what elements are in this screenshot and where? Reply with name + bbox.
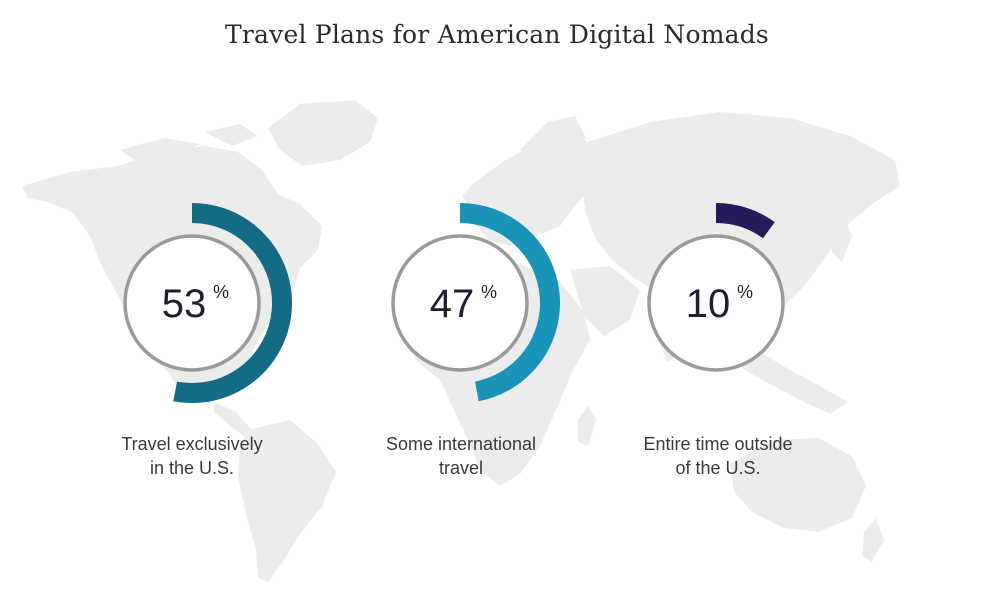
caption-us-only: Travel exclusively in the U.S. — [77, 432, 307, 480]
progress-arc — [173, 203, 292, 403]
value-label: 47 — [430, 282, 475, 326]
progress-arc — [459, 203, 560, 402]
percent-unit: % — [213, 282, 229, 302]
caption-line-2: travel — [438, 458, 483, 478]
value-label: 10 — [686, 282, 731, 326]
value-label: 53 — [162, 282, 207, 326]
caption-line-2: in the U.S. — [149, 458, 235, 478]
caption-some-international: Some international travel — [346, 432, 576, 480]
caption-line-1: Travel exclusively — [121, 434, 263, 454]
gauge-group: 53% 47% 10% — [123, 203, 785, 403]
progress-arc — [715, 203, 775, 239]
caption-line-1: Entire time outside — [643, 434, 793, 454]
percent-unit: % — [481, 282, 497, 302]
caption-line-2: of the U.S. — [675, 458, 761, 478]
gauge-inner-circle — [647, 234, 785, 372]
chart-title: Travel Plans for American Digital Nomads — [225, 20, 769, 49]
caption-line-1: Some international — [385, 434, 537, 454]
caption-outside-us: Entire time outside of the U.S. — [603, 432, 833, 480]
gauge-inner-circle — [123, 234, 261, 372]
percent-unit: % — [737, 282, 753, 302]
gauge-inner-circle — [391, 234, 529, 372]
